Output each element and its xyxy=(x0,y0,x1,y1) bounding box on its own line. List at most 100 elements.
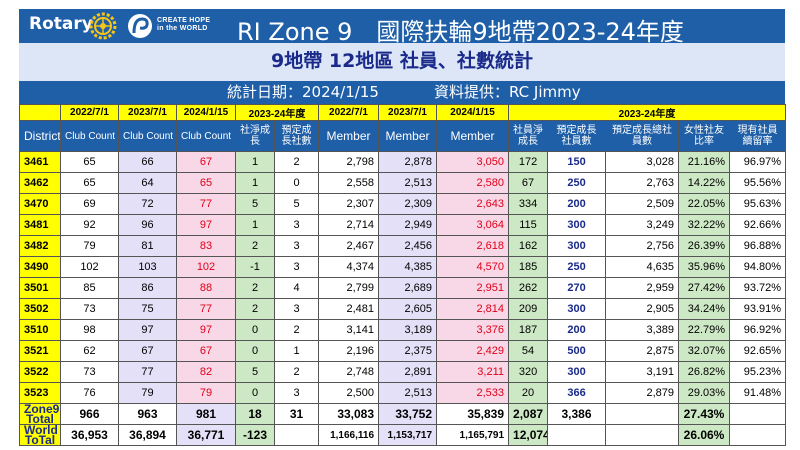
table-cell: 270 xyxy=(547,277,607,299)
column-header: Club Count xyxy=(118,120,177,152)
table-cell: 4,635 xyxy=(605,256,680,278)
header-date-cell: 2024/1/15 xyxy=(436,104,510,121)
table-cell: 20 xyxy=(508,382,549,404)
table-cell: 209 xyxy=(508,298,549,320)
table-cell: 172 xyxy=(508,151,549,173)
table-cell: 200 xyxy=(547,193,607,215)
table-cell: 3522 xyxy=(19,361,61,383)
total-cell: 36,771 xyxy=(176,424,236,446)
table-cell: 2,714 xyxy=(318,214,380,236)
total-cell: 3,386 xyxy=(547,403,607,425)
tagline-line-1: CREATE HOPE xyxy=(157,17,211,24)
table-cell: 26.82% xyxy=(678,361,731,383)
total-cell: 1,165,791 xyxy=(436,424,510,446)
table-cell: 2,879 xyxy=(605,382,680,404)
report: Rotary CREATE HOPE in the WORLD RI Zone … xyxy=(19,9,787,446)
table-cell: 83 xyxy=(176,235,236,257)
report-subtitle: 9地帶 12地區 社員、社數統計 xyxy=(19,43,785,81)
total-cell: 36,953 xyxy=(60,424,119,446)
total-cell: -123 xyxy=(235,424,275,446)
table-cell: 73 xyxy=(60,361,119,383)
table-cell: 4,374 xyxy=(318,256,380,278)
column-header: 預定成長總社員數 xyxy=(605,120,680,152)
table-cell: 2,509 xyxy=(605,193,680,215)
table-cell: 2 xyxy=(235,298,275,320)
table-cell: 26.39% xyxy=(678,235,731,257)
table-cell: 3,141 xyxy=(318,319,380,341)
header-date-cell: 2024/1/15 xyxy=(176,104,236,121)
table-cell: 88 xyxy=(176,277,236,299)
zone-total-label-1: Zone9 xyxy=(24,403,60,416)
table-cell: 2,500 xyxy=(318,382,380,404)
total-cell: 12,074 xyxy=(508,424,549,446)
table-cell: 22.79% xyxy=(678,319,731,341)
table-cell: 2 xyxy=(273,151,320,173)
table-cell: 250 xyxy=(547,172,607,194)
table-cell: 2,605 xyxy=(378,298,438,320)
table-cell: 91.48% xyxy=(729,382,787,404)
table-cell: 92 xyxy=(60,214,119,236)
total-cell xyxy=(729,403,787,425)
table-cell: 3481 xyxy=(19,214,61,236)
table-cell: 97 xyxy=(176,319,236,341)
world-total-row: World ToTal 36,953 36,894 36,771 -123 1,166,1… xyxy=(19,424,787,446)
total-cell: 966 xyxy=(60,403,119,425)
table-cell: 2,533 xyxy=(436,382,510,404)
table-cell: 96.97% xyxy=(729,151,787,173)
column-header: 預定成長社數 xyxy=(273,120,320,152)
table-cell: 2 xyxy=(235,277,275,299)
table-cell: 67 xyxy=(176,151,236,173)
table-cell: 66 xyxy=(118,151,177,173)
table-cell: 96.92% xyxy=(729,319,787,341)
table-cell: 14.22% xyxy=(678,172,731,194)
table-cell: 2 xyxy=(273,319,320,341)
table-cell: 2,513 xyxy=(378,382,438,404)
table-cell: 73 xyxy=(60,298,119,320)
zone-total-label-2: Total xyxy=(26,412,54,425)
table-cell: 2,467 xyxy=(318,235,380,257)
zone-total-label: Zone9 Total xyxy=(19,403,61,425)
table-cell: 2,481 xyxy=(318,298,380,320)
table-cell: 1 xyxy=(235,214,275,236)
table-cell: 2,878 xyxy=(378,151,438,173)
page-title: RI Zone 9 國際扶輪9地帶2023-24年度 xyxy=(237,18,684,46)
table-cell: 64 xyxy=(118,172,177,194)
table-cell: 92.65% xyxy=(729,340,787,362)
stats-table: 2022/7/1 2023/7/1 2024/1/15 2023-24年度 20… xyxy=(19,104,787,446)
table-cell: 65 xyxy=(176,172,236,194)
world-total-label: World ToTal xyxy=(19,424,61,446)
table-cell: 27.42% xyxy=(678,277,731,299)
table-cell: 2,558 xyxy=(318,172,380,194)
table-cell: 2,799 xyxy=(318,277,380,299)
table-cell: 5 xyxy=(235,361,275,383)
table-cell: 79 xyxy=(176,382,236,404)
total-cell: 963 xyxy=(118,403,177,425)
data-provider: 資料提供：RC Jimmy xyxy=(434,83,581,101)
table-cell: 96.88% xyxy=(729,235,787,257)
total-cell: 18 xyxy=(235,403,275,425)
table-row: 3461 65 66 67 1 2 2,798 2,878 3,050 172 150 3,028 21… xyxy=(19,151,787,173)
table-cell: 150 xyxy=(547,151,607,173)
table-cell: 187 xyxy=(508,319,549,341)
column-header: Club Count xyxy=(176,120,236,152)
table-body: 2022/7/1 2023/7/1 2024/1/15 2023-24年度 20… xyxy=(19,104,787,152)
table-cell: 75 xyxy=(118,298,177,320)
table-row: 3481 92 96 97 1 3 2,714 2,949 3,064 115 300 3,249 32… xyxy=(19,214,787,236)
column-header: 現有社員續留率 xyxy=(729,120,787,152)
table-row: 3502 73 75 77 2 3 2,481 2,605 2,814 209 300 2,905 34… xyxy=(19,298,787,320)
total-cell xyxy=(605,403,680,425)
table-cell: 185 xyxy=(508,256,549,278)
table-cell: 2,643 xyxy=(436,193,510,215)
table-cell: 262 xyxy=(508,277,549,299)
table-cell: 2,429 xyxy=(436,340,510,362)
header-blank-cell xyxy=(19,104,61,121)
table-cell: 2,307 xyxy=(318,193,380,215)
total-cell: 1,153,717 xyxy=(378,424,438,446)
table-cell: 29.03% xyxy=(678,382,731,404)
table-cell: 94.80% xyxy=(729,256,787,278)
table-row: 3521 62 67 67 0 1 2,196 2,375 2,429 54 500 2,875 32.… xyxy=(19,340,787,362)
table-cell: 3 xyxy=(273,214,320,236)
table-cell: 2,756 xyxy=(605,235,680,257)
table-cell: 2,875 xyxy=(605,340,680,362)
header-date-cell: 2022/7/1 xyxy=(60,104,119,121)
